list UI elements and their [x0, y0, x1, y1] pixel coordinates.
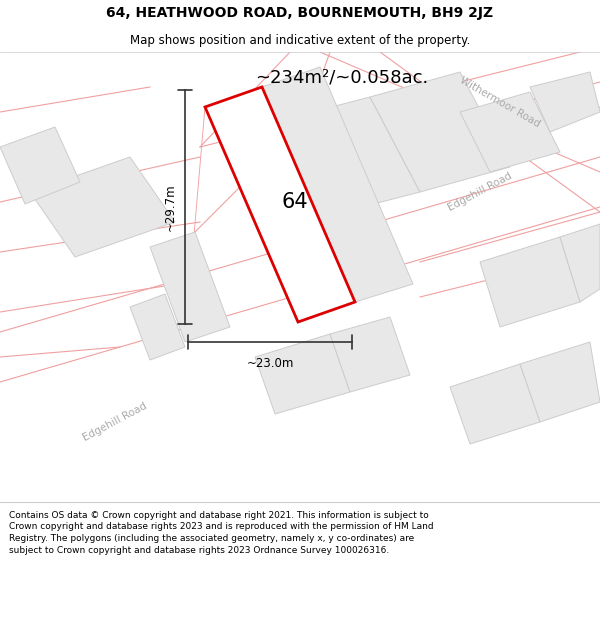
Polygon shape	[480, 237, 580, 327]
Polygon shape	[460, 92, 560, 172]
Polygon shape	[450, 364, 540, 444]
Polygon shape	[205, 87, 355, 322]
Polygon shape	[530, 72, 600, 132]
Polygon shape	[235, 97, 420, 227]
Text: Edgehill Road: Edgehill Road	[82, 401, 149, 443]
Text: Edgehill Road: Edgehill Road	[446, 171, 514, 213]
Text: 64, HEATHWOOD ROAD, BOURNEMOUTH, BH9 2JZ: 64, HEATHWOOD ROAD, BOURNEMOUTH, BH9 2JZ	[106, 6, 494, 20]
Text: ~234m²/~0.058ac.: ~234m²/~0.058ac.	[255, 68, 428, 86]
Text: Withermoor Road: Withermoor Road	[458, 75, 542, 129]
Text: ~23.0m: ~23.0m	[247, 357, 293, 370]
Text: Contains OS data © Crown copyright and database right 2021. This information is : Contains OS data © Crown copyright and d…	[9, 511, 434, 555]
Text: 64: 64	[281, 192, 308, 212]
Polygon shape	[520, 342, 600, 422]
Polygon shape	[0, 127, 80, 204]
Polygon shape	[262, 67, 413, 302]
Polygon shape	[330, 317, 410, 392]
Polygon shape	[30, 157, 175, 257]
Text: Map shows position and indicative extent of the property.: Map shows position and indicative extent…	[130, 34, 470, 47]
Polygon shape	[150, 232, 230, 342]
Polygon shape	[255, 334, 350, 414]
Text: ~29.7m: ~29.7m	[164, 183, 177, 231]
Polygon shape	[560, 224, 600, 302]
Polygon shape	[130, 294, 185, 360]
Polygon shape	[370, 72, 510, 192]
